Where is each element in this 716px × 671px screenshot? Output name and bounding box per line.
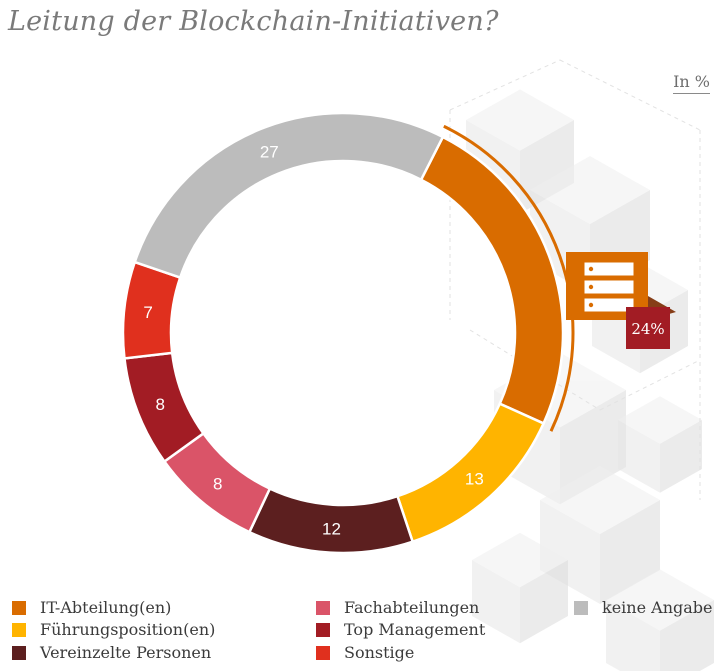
highlight-arc — [443, 124, 575, 432]
background-line — [559, 59, 701, 131]
background-line — [599, 359, 701, 411]
background-cube — [618, 396, 702, 493]
highlight-callout: 24% — [443, 124, 676, 432]
chart-title: Leitung der Blockchain-Initiativen? — [8, 6, 499, 37]
highlight-percent-badge: 24% — [626, 307, 670, 349]
background-line — [469, 329, 601, 411]
background-cube — [472, 532, 568, 644]
donut-value-label: 13 — [465, 469, 484, 488]
highlight-percent-text: 24% — [631, 320, 664, 338]
donut-value-label: 8 — [156, 395, 165, 414]
background-cube — [606, 569, 714, 671]
donut-slice-keine-angabe — [133, 111, 445, 280]
donut-value-label: 27 — [260, 142, 279, 161]
donut-value-labels: 13 12 8 8 7 27 — [143, 142, 483, 538]
unit-label: In % — [673, 72, 710, 94]
background-cubes-decoration — [449, 59, 714, 671]
donut-value-label: 12 — [322, 520, 341, 539]
server-rack-icon — [566, 252, 676, 320]
donut-value-label: 8 — [213, 475, 222, 494]
donut-slices — [121, 111, 565, 555]
donut-value-label: 7 — [143, 303, 152, 322]
